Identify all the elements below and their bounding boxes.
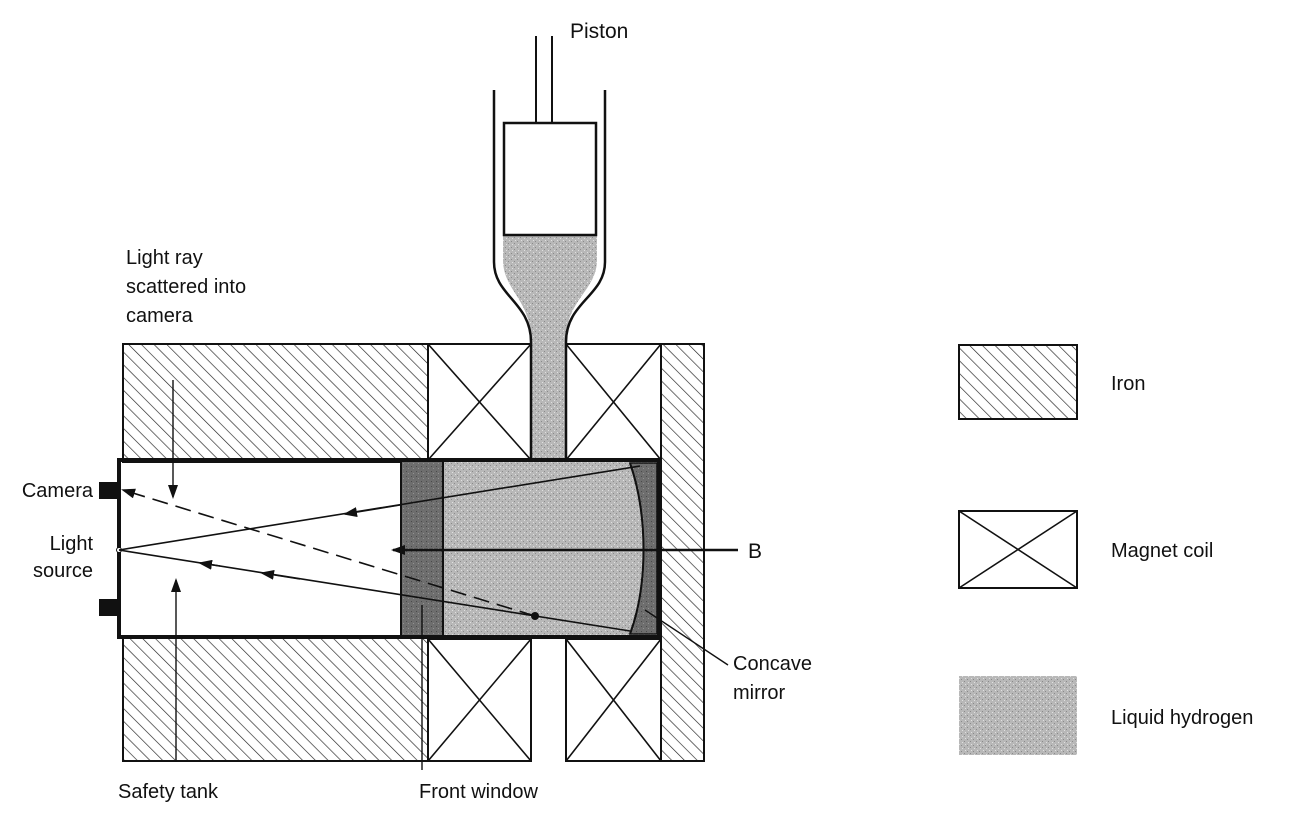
ray-lower-arrow-2 [198,559,221,570]
legend-iron-label: Iron [1111,373,1145,395]
legend-iron-swatch [958,344,1078,420]
cylinder-wall-right [564,90,607,460]
concave-mirror-label-2: mirror [733,682,786,704]
coil-lower-left [427,638,532,762]
coil-lower-right [565,638,662,762]
light-ray-label-2: scattered into [126,276,246,298]
chamber [117,458,661,639]
ray-lower-arrow [260,569,301,580]
ray-upper-arrow [343,504,401,517]
camera-lower-icon [99,599,119,616]
camera-upper-icon [99,482,119,499]
labels: Piston Light ray scattered into camera C… [22,20,812,803]
iron-lower-left [122,636,429,762]
hydrogen-feed [503,236,597,460]
legend-liquid-hydrogen-swatch [959,676,1077,755]
camera-assembly [99,482,122,616]
light-ray-label: Light ray [126,247,203,269]
magnet-coils [427,343,662,762]
magnetic-field: B [391,540,762,563]
legend: Iron Magnet coil Liquid hydrogen [958,344,1253,755]
field-label: B [748,540,762,563]
piston-head [502,121,598,237]
piston-label: Piston [570,20,628,43]
light-rays [118,465,641,632]
legend-magnet-coil: Magnet coil [958,510,1213,589]
legend-magnet-coil-label: Magnet coil [1111,540,1213,562]
legend-liquid-hydrogen: Liquid hydrogen [959,676,1253,755]
legend-iron: Iron [958,344,1145,420]
cylinder-wall-left [492,90,533,460]
iron-right [660,343,705,762]
safety-tank-label: Safety tank [118,781,219,803]
iron-upper-left [122,343,429,463]
callouts [168,380,729,770]
light-ray-label-3: camera [126,305,194,327]
legend-liquid-hydrogen-label: Liquid hydrogen [1111,707,1253,729]
camera-label: Camera [22,480,94,502]
light-source-label-2: source [33,560,93,582]
mirror-callout [644,609,729,666]
iron-yoke [122,343,705,762]
light-source-label: Light [50,533,94,555]
piston-assembly [492,36,607,460]
coil-upper-right [565,343,662,461]
front-window-label: Front window [419,781,538,803]
concave-mirror-label: Concave [733,653,812,675]
liquid-hydrogen-body [443,460,659,637]
coil-upper-left [427,343,532,461]
scatter-point [531,612,539,620]
